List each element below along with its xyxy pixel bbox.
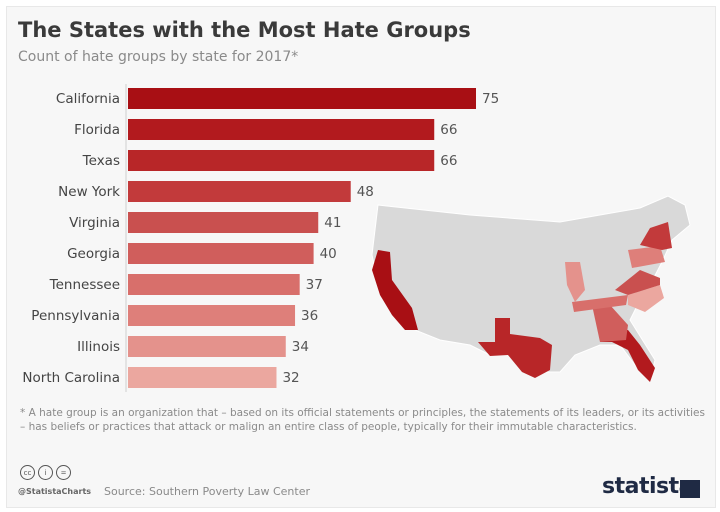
bar-texas (128, 150, 435, 171)
category-label: Georgia (67, 246, 120, 262)
bar-illinois (128, 336, 286, 357)
twitter-handle[interactable]: @StatistaCharts (18, 487, 92, 496)
value-label: 75 (482, 91, 499, 107)
category-label: Pennsylvania (31, 308, 120, 324)
category-label: Illinois (77, 339, 120, 355)
bar-california (128, 88, 476, 109)
category-label: California (56, 91, 120, 107)
state-florida (600, 330, 655, 382)
state-california (372, 250, 418, 330)
source-text: Source: Southern Poverty Law Center (104, 485, 310, 498)
category-label: Florida (74, 122, 120, 138)
state-georgia (592, 305, 628, 342)
state-north-carolina (628, 285, 664, 312)
state-tennessee (572, 295, 628, 312)
value-label: 48 (357, 184, 374, 200)
category-label: North Carolina (22, 370, 120, 386)
no-derivatives-icon: = (56, 465, 71, 480)
category-label: Tennessee (49, 277, 120, 293)
bar-north-carolina (128, 367, 277, 388)
footnote: * A hate group is an organization that –… (20, 407, 705, 433)
statista-logo[interactable]: statista (602, 474, 693, 499)
state-virginia (615, 270, 660, 295)
state-pennsylvania (628, 246, 665, 268)
category-label: Virginia (69, 215, 120, 231)
chart-title: The States with the Most Hate Groups (18, 18, 471, 42)
value-label: 66 (440, 153, 457, 169)
bar-georgia (128, 243, 314, 264)
license-icons: cc i = (20, 465, 71, 480)
value-label: 40 (320, 246, 337, 262)
state-illinois (565, 262, 585, 302)
statista-logo-icon (680, 480, 700, 498)
category-label: Texas (82, 153, 120, 169)
attribution-icon: i (38, 465, 53, 480)
state-new-york (640, 222, 672, 250)
value-label: 36 (301, 308, 318, 324)
chart-subtitle: Count of hate groups by state for 2017* (18, 49, 299, 65)
cc-icon: cc (20, 465, 35, 480)
value-label: 32 (282, 370, 299, 386)
value-label: 37 (306, 277, 323, 293)
value-label: 66 (440, 122, 457, 138)
bar-florida (128, 119, 435, 140)
state-texas (478, 318, 552, 378)
value-label: 41 (324, 215, 341, 231)
bar-tennessee (128, 274, 300, 295)
bar-pennsylvania (128, 305, 296, 326)
bar-virginia (128, 212, 319, 233)
category-label: New York (58, 184, 120, 200)
bar-new-york (128, 181, 351, 202)
value-label: 34 (292, 339, 309, 355)
